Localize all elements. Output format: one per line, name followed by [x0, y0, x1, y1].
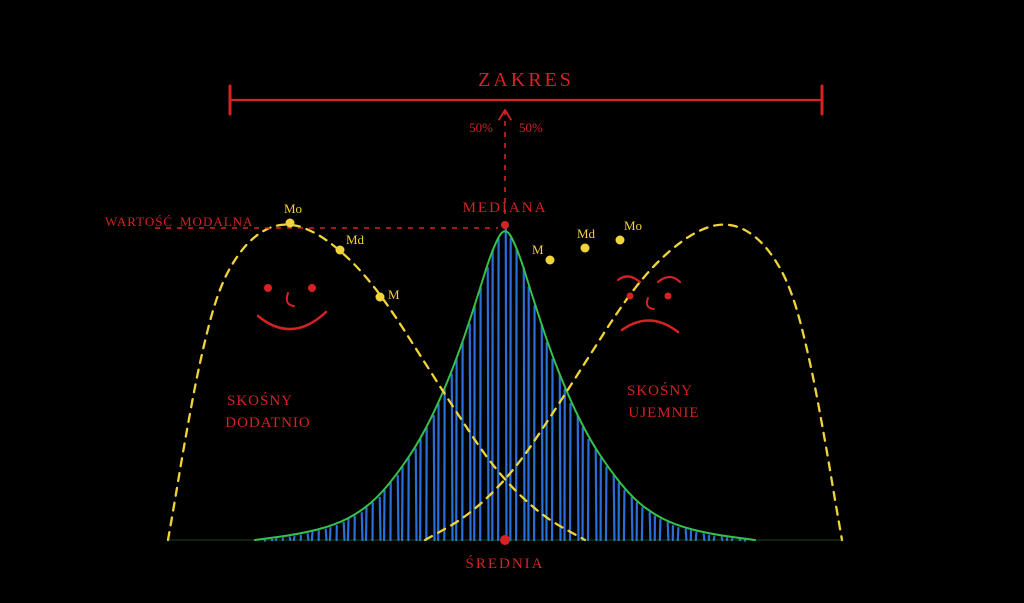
left-m-dot [376, 293, 385, 302]
smile-mouth-icon [258, 312, 326, 329]
frown-mouth-icon [622, 320, 678, 332]
hatch-line [642, 508, 643, 540]
median-peak-dot [501, 221, 509, 229]
right-mo-dot [616, 236, 625, 245]
hatch-line [348, 520, 349, 540]
frown-nose [647, 298, 654, 309]
hatch-line [632, 498, 633, 540]
smile-eye-right [308, 284, 316, 292]
hatch-line [344, 523, 345, 540]
hatch-line [614, 476, 615, 540]
left-mo-dot [286, 219, 295, 228]
hatch-line [488, 268, 489, 540]
mean-dot [500, 535, 510, 545]
hatch-line [678, 528, 679, 540]
right-mo-label: Mo [624, 218, 642, 233]
modal-label-1: WARTOŚĆ [105, 214, 173, 229]
hatch-line [542, 325, 543, 541]
hatch-line [660, 520, 661, 540]
hatch-line [578, 416, 579, 540]
diagram-canvas: ZAKRES 50% 50% MEDIANA WARTOŚĆ MODALNA Mo Md M M M… [0, 0, 1024, 603]
range-label: ZAKRES [478, 69, 574, 91]
right-caption-2: UJEMNIE [628, 405, 699, 421]
modal-label-2: MODALNA [180, 214, 253, 229]
hatch-line [416, 450, 417, 541]
frown-eye-right [665, 293, 672, 300]
hatch-line [312, 533, 313, 540]
hatch-line [330, 528, 331, 540]
hatch-line [398, 476, 399, 540]
hatch-line [624, 491, 625, 540]
right-md-label: Md [577, 226, 596, 241]
hatch-line [704, 534, 705, 540]
mean-label: ŚREDNIA [465, 555, 544, 572]
hatch-line [588, 440, 589, 540]
left-caption-2: DODATNIO [225, 415, 311, 431]
left-md-label: Md [346, 232, 365, 247]
left-md-dot [336, 246, 345, 255]
median-label: MEDIANA [463, 200, 548, 216]
left-m-label: M [388, 287, 400, 302]
hatch-line [308, 534, 309, 540]
smile-eye-left [264, 284, 272, 292]
left-caption-1: SKOŚNY [227, 392, 293, 409]
smile-nose [287, 293, 294, 306]
right-m-dot [546, 256, 555, 265]
hatch-line [596, 450, 597, 541]
right-md-dot [581, 244, 590, 253]
hatch-line [326, 530, 327, 540]
hatch-line [606, 468, 607, 541]
left-mo-label: Mo [284, 201, 302, 216]
right-caption-1: SKOŚNY [627, 382, 693, 399]
hatch-line [506, 227, 507, 540]
hatch-line [452, 375, 453, 541]
hatch-line [686, 530, 687, 540]
right-m-label: M [532, 242, 544, 257]
hatch-line [696, 533, 697, 540]
hatch-line [380, 498, 381, 540]
frown-brow-right [658, 277, 680, 282]
left-skew-curve [168, 225, 585, 540]
hatch-line [434, 416, 435, 540]
frown-eye-left [627, 293, 634, 300]
frown-brow-left [618, 276, 640, 282]
right-pct: 50% [519, 120, 543, 135]
hatch-line [362, 513, 363, 540]
hatch-line [650, 513, 651, 540]
left-pct: 50% [469, 120, 493, 135]
hatch-line [668, 523, 669, 540]
